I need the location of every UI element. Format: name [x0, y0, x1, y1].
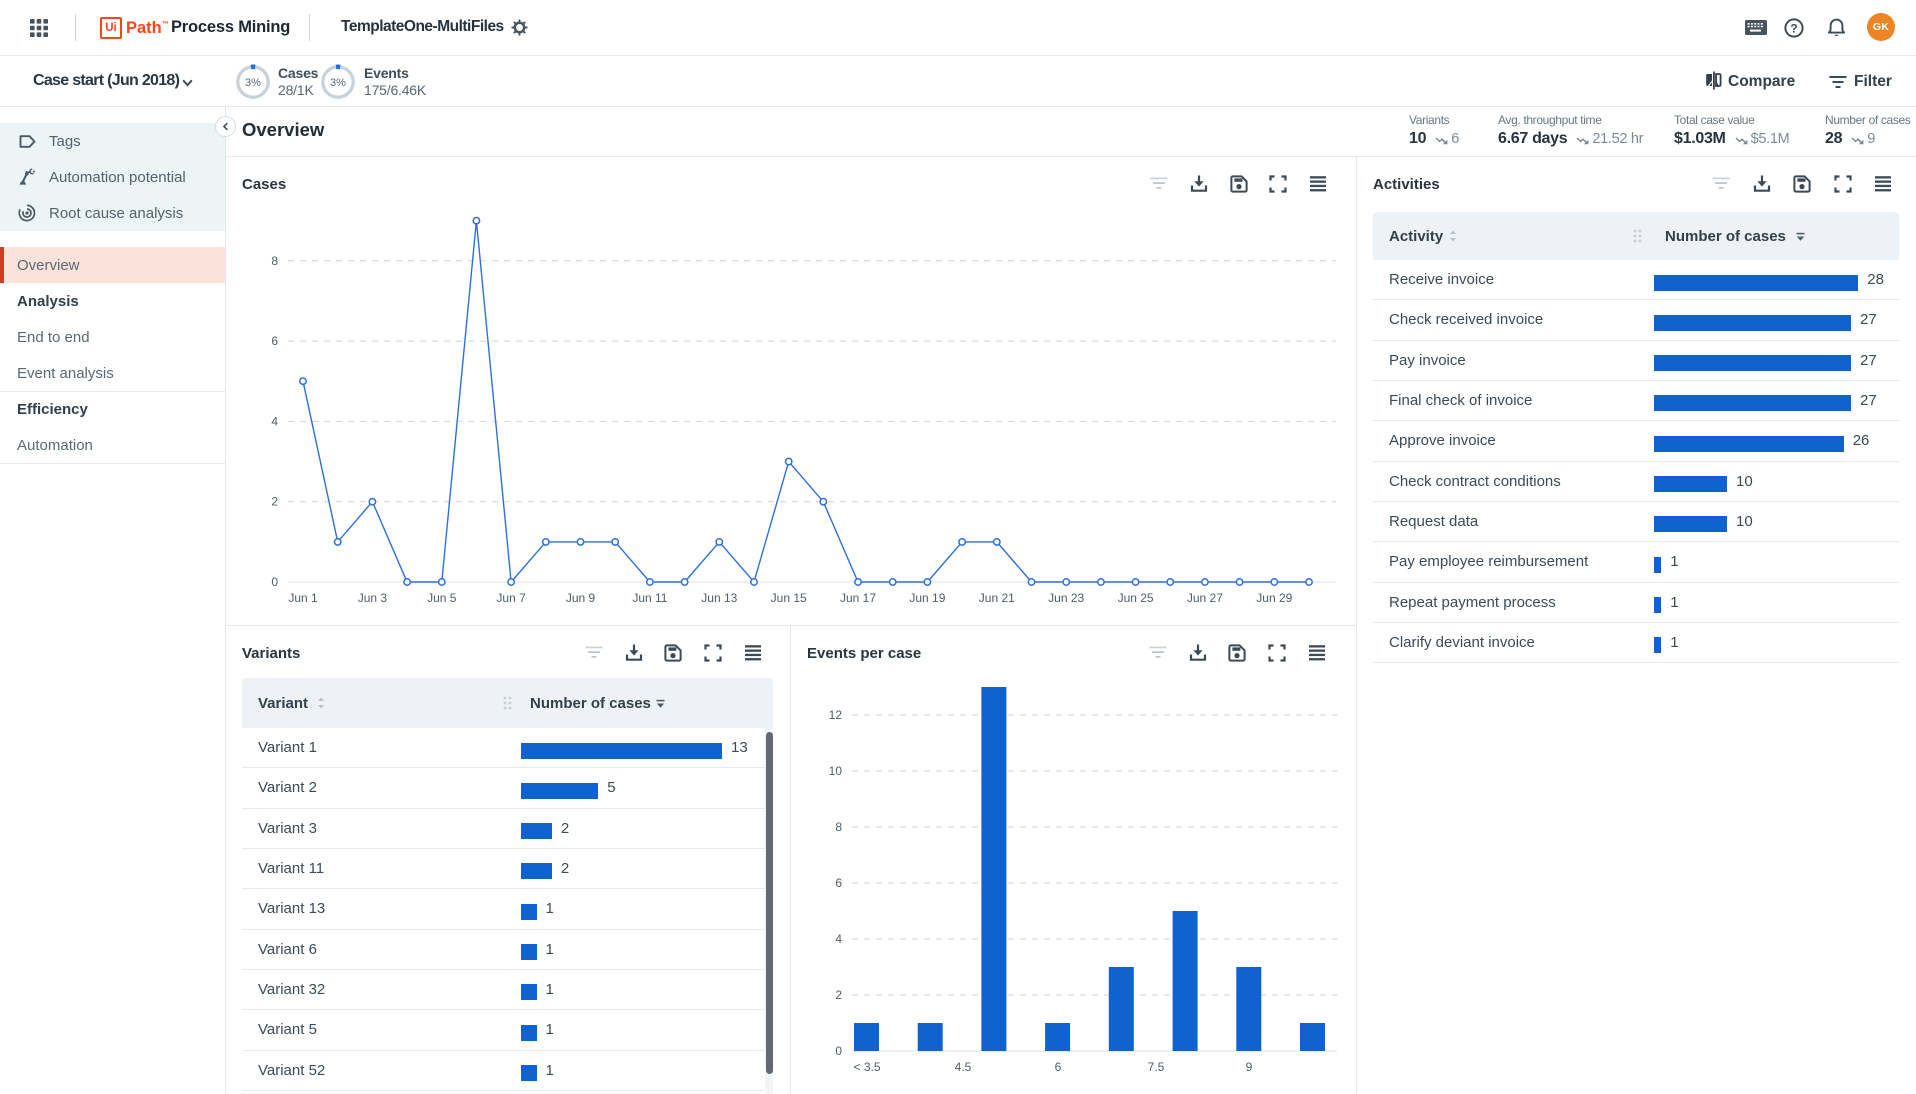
svg-text:8: 8 [835, 820, 842, 834]
svg-text:Jun 15: Jun 15 [771, 591, 807, 605]
svg-text:3%: 3% [245, 77, 261, 89]
svg-text:10: 10 [829, 764, 843, 778]
svg-text:Jun 7: Jun 7 [496, 591, 526, 605]
svg-text:< 3.5: < 3.5 [853, 1060, 880, 1074]
svg-text:Jun 11: Jun 11 [632, 591, 667, 605]
svg-text:Jun 27: Jun 27 [1187, 591, 1223, 605]
svg-text:6: 6 [271, 334, 278, 348]
svg-text:Jun 13: Jun 13 [701, 591, 737, 605]
svg-text:Jun 25: Jun 25 [1118, 591, 1154, 605]
svg-text:Jun 9: Jun 9 [566, 591, 596, 605]
svg-text:?: ? [1790, 21, 1797, 35]
svg-text:3%: 3% [330, 77, 346, 89]
svg-text:Jun 3: Jun 3 [358, 591, 388, 605]
svg-text:6: 6 [835, 876, 842, 890]
svg-text:4: 4 [271, 414, 278, 428]
svg-text:Jun 1: Jun 1 [288, 591, 318, 605]
svg-text:9: 9 [1246, 1060, 1253, 1074]
svg-text:2: 2 [835, 988, 842, 1002]
svg-text:Jun 5: Jun 5 [427, 591, 457, 605]
svg-text:Jun 21: Jun 21 [979, 591, 1015, 605]
svg-text:Jun 19: Jun 19 [909, 591, 945, 605]
svg-text:8: 8 [271, 254, 278, 268]
svg-text:2: 2 [271, 495, 278, 509]
svg-text:4: 4 [835, 932, 842, 946]
svg-text:Jun 29: Jun 29 [1256, 591, 1292, 605]
svg-text:Jun 17: Jun 17 [840, 591, 876, 605]
svg-text:0: 0 [835, 1044, 842, 1058]
svg-text:12: 12 [829, 708, 843, 722]
svg-text:6: 6 [1055, 1060, 1062, 1074]
svg-text:7.5: 7.5 [1148, 1060, 1165, 1074]
svg-text:0: 0 [271, 575, 278, 589]
svg-text:Jun 23: Jun 23 [1048, 591, 1084, 605]
svg-text:4.5: 4.5 [955, 1060, 972, 1074]
